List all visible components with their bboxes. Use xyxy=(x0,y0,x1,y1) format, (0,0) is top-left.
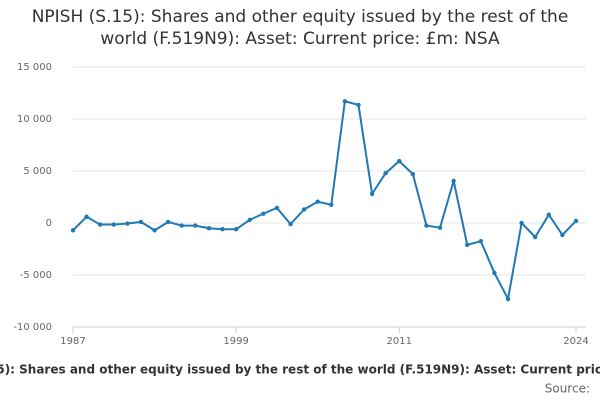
data-point xyxy=(152,228,157,233)
data-point xyxy=(383,170,388,176)
x-tick-label: 2011 xyxy=(387,336,412,347)
data-point xyxy=(220,227,225,232)
x-tick-label: 2024 xyxy=(563,336,588,347)
data-point xyxy=(465,242,470,248)
data-point xyxy=(125,221,130,226)
data-point xyxy=(369,191,375,197)
data-point xyxy=(342,99,348,104)
data-point xyxy=(546,212,552,217)
data-point xyxy=(519,220,524,226)
data-point xyxy=(193,223,198,228)
data-point xyxy=(492,270,497,276)
data-point xyxy=(301,207,307,212)
data-line xyxy=(72,100,577,302)
x-axis-label: NPISH (S.15): Shares and other equity is… xyxy=(0,363,600,377)
x-tick-label: 1999 xyxy=(223,336,248,347)
chart-title: NPISH (S.15): Shares and other equity is… xyxy=(31,7,569,49)
data-point xyxy=(315,199,320,204)
data-point xyxy=(97,222,103,227)
data-point xyxy=(233,227,239,232)
data-point xyxy=(206,226,212,231)
data-point xyxy=(261,211,266,216)
y-tick-label: 5 000 xyxy=(23,166,52,177)
y-tick-label: 10 000 xyxy=(17,114,52,125)
data-point xyxy=(111,222,116,227)
data-point xyxy=(247,217,252,223)
data-point xyxy=(573,218,579,224)
x-tick-label: 1987 xyxy=(60,336,85,347)
y-tick-label: -10 000 xyxy=(13,322,52,333)
data-point xyxy=(533,234,538,240)
data-point xyxy=(410,171,416,177)
data-point xyxy=(165,219,171,225)
data-point xyxy=(138,219,144,225)
y-tick-label: -5 000 xyxy=(20,270,52,281)
data-point xyxy=(84,214,89,219)
data-point xyxy=(356,102,361,108)
source: Source: xyxy=(545,382,590,396)
data-point xyxy=(505,296,511,302)
data-point xyxy=(478,239,484,244)
y-tick-label: 15 000 xyxy=(17,62,52,73)
data-point xyxy=(179,223,184,228)
data-point xyxy=(424,223,429,228)
data-point xyxy=(70,228,76,233)
data-point xyxy=(288,221,293,227)
data-point xyxy=(329,202,334,207)
data-point xyxy=(451,178,456,184)
data-point xyxy=(560,232,565,238)
data-point xyxy=(274,205,280,211)
data-point xyxy=(397,158,402,164)
y-tick-label: 0 xyxy=(46,218,52,229)
data-point xyxy=(437,225,443,230)
